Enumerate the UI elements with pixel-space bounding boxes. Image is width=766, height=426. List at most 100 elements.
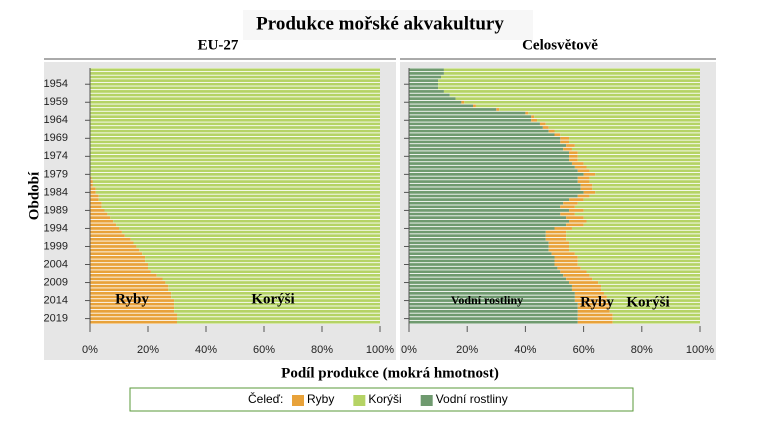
bar-segment bbox=[531, 118, 538, 122]
bar-segment bbox=[90, 270, 151, 274]
bar-segment bbox=[577, 180, 590, 183]
bar-segment bbox=[92, 183, 381, 187]
bar-segment bbox=[566, 216, 584, 220]
y-tick-label: 1999 bbox=[44, 240, 68, 252]
bar-segment bbox=[409, 237, 546, 241]
bar-segment bbox=[90, 313, 177, 317]
bar-segment bbox=[110, 216, 381, 220]
bar-segment bbox=[409, 97, 456, 101]
bar-segment bbox=[90, 169, 380, 173]
x-tick-label: 80% bbox=[311, 344, 333, 356]
x-tick-label: 100% bbox=[366, 344, 394, 356]
bar-segment bbox=[571, 288, 602, 292]
bar-segment bbox=[557, 266, 581, 270]
bar-segment bbox=[90, 108, 380, 111]
bar-segment bbox=[101, 201, 380, 205]
series-label: Korýši bbox=[251, 291, 294, 307]
bar-segment bbox=[409, 198, 570, 201]
y-axis-label: Období bbox=[26, 171, 42, 220]
bar-segment bbox=[409, 104, 474, 108]
bar-segment bbox=[580, 187, 593, 191]
bar-segment bbox=[156, 273, 380, 277]
y-tick-label: 2019 bbox=[44, 312, 68, 324]
bar-segment bbox=[139, 248, 380, 252]
bar-segment bbox=[577, 151, 700, 155]
bar-segment bbox=[171, 291, 380, 295]
bar-segment bbox=[409, 205, 561, 209]
bar-segment bbox=[168, 284, 380, 288]
bar-segment bbox=[409, 234, 546, 238]
bar-segment bbox=[569, 245, 700, 248]
bar-segment bbox=[566, 237, 700, 241]
bar-segment bbox=[554, 133, 561, 137]
bar-segment bbox=[90, 144, 380, 147]
bar-segment bbox=[528, 111, 700, 115]
bar-segment bbox=[91, 176, 380, 180]
title-box bbox=[243, 10, 533, 40]
bar-segment bbox=[409, 144, 567, 147]
x-tick-label: 60% bbox=[253, 344, 275, 356]
bar-segment bbox=[577, 306, 610, 310]
bar-segment bbox=[113, 219, 380, 223]
bar-segment bbox=[577, 320, 613, 324]
bar-segment bbox=[438, 82, 700, 86]
bar-segment bbox=[133, 241, 380, 245]
bar-segment bbox=[580, 183, 593, 187]
bar-segment bbox=[464, 100, 700, 104]
bar-segment bbox=[409, 151, 570, 155]
bar-segment bbox=[583, 162, 700, 165]
bar-segment bbox=[90, 201, 102, 205]
bar-segment bbox=[90, 284, 169, 288]
bar-segment bbox=[438, 79, 700, 82]
bar-segment bbox=[90, 133, 380, 137]
bar-segment bbox=[90, 191, 96, 194]
bar-segment bbox=[90, 198, 99, 201]
x-axis-label: Podíl produkce (mokrá hmotnost) bbox=[281, 365, 499, 381]
bar-segment bbox=[142, 252, 380, 256]
bar-segment bbox=[116, 223, 380, 227]
bar-segment bbox=[409, 227, 555, 230]
bar-segment bbox=[409, 187, 581, 191]
bar-segment bbox=[560, 140, 570, 144]
bar-segment bbox=[569, 158, 578, 162]
bar-segment bbox=[560, 133, 700, 137]
bar-segment bbox=[98, 198, 380, 201]
bar-segment bbox=[560, 212, 575, 216]
bar-segment bbox=[603, 291, 700, 295]
x-tick-label: 40% bbox=[514, 344, 536, 356]
bar-segment bbox=[577, 158, 700, 162]
bar-segment bbox=[612, 317, 700, 320]
y-tick-label: 1989 bbox=[44, 204, 68, 216]
bar-segment bbox=[583, 191, 596, 194]
bar-segment bbox=[90, 86, 380, 90]
bar-segment bbox=[90, 310, 175, 313]
bar-segment bbox=[90, 158, 380, 162]
bar-segment bbox=[90, 122, 380, 126]
bar-segment bbox=[589, 194, 700, 198]
bar-segment bbox=[595, 172, 700, 176]
bar-segment bbox=[409, 86, 439, 90]
bar-segment bbox=[545, 230, 567, 234]
y-tick-label: 1974 bbox=[44, 150, 68, 162]
bar-segment bbox=[583, 172, 596, 176]
bar-segment bbox=[583, 209, 700, 212]
bar-segment bbox=[409, 147, 564, 151]
bar-segment bbox=[90, 176, 92, 180]
bar-segment bbox=[90, 97, 380, 101]
bar-segment bbox=[537, 118, 700, 122]
x-tick-label: 0% bbox=[401, 344, 417, 356]
bar-segment bbox=[90, 180, 93, 183]
bar-segment bbox=[569, 151, 578, 155]
bar-segment bbox=[612, 313, 700, 317]
bar-segment bbox=[90, 115, 380, 119]
bar-segment bbox=[574, 205, 700, 209]
y-tick-label: 1969 bbox=[44, 132, 68, 144]
y-tick-label: 1959 bbox=[44, 96, 68, 108]
bar-segment bbox=[574, 252, 700, 256]
panel-subtitle: EU-27 bbox=[198, 37, 239, 53]
bar-segment bbox=[90, 216, 111, 220]
bar-segment bbox=[90, 82, 380, 86]
bar-segment bbox=[409, 255, 555, 259]
bar-segment bbox=[136, 245, 380, 248]
bar-segment bbox=[90, 90, 380, 93]
